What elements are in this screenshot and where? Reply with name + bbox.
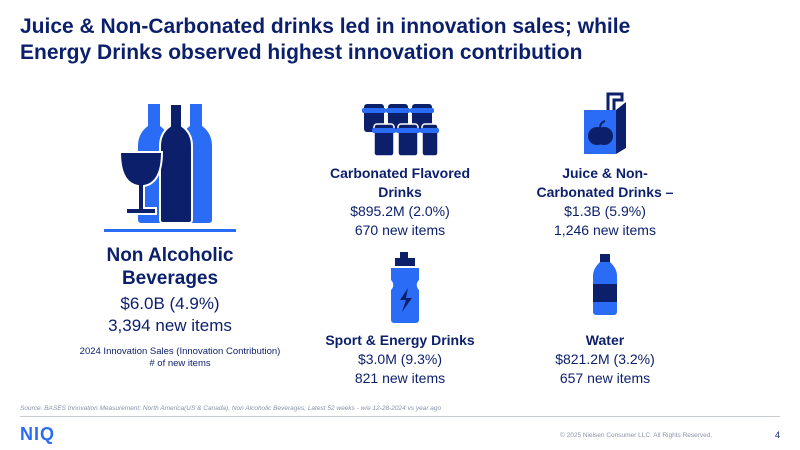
category-new-items: 657 new items [559, 370, 651, 386]
category-name-line-1: Carbonated Flavored [329, 165, 471, 181]
footer-divider [20, 416, 780, 417]
category-name-line-2: Drinks [378, 184, 422, 200]
legend: 2024 Innovation Sales (Innovation Contri… [60, 346, 300, 370]
category-water: Water $821.2M (3.2%) 657 new items [505, 331, 705, 388]
category-name: Water [585, 332, 625, 348]
title-line-1: Juice & Non-Carbonated drinks led in inn… [20, 15, 631, 38]
category-sales-value: $821.2M (3.2%) [555, 351, 655, 367]
slide-title: Juice & Non-Carbonated drinks led in inn… [20, 14, 780, 66]
category-new-items: 1,246 new items [554, 222, 656, 238]
juice-box-icon [584, 92, 626, 154]
main-divider [104, 229, 236, 232]
category-name-line-2: Carbonated Drinks – [536, 184, 674, 200]
water-bottle-icon [593, 254, 617, 315]
category-sales-value: $895.2M (2.0%) [350, 203, 450, 219]
page-number: 4 [775, 430, 781, 440]
main-category-name: Non Alcoholic Beverages [70, 244, 270, 290]
title-line-2: Energy Drinks observed highest innovatio… [20, 41, 583, 64]
main-name-line-2: Beverages [121, 268, 219, 289]
bottles-and-glass-icon [118, 103, 212, 224]
category-sales-value: $3.0M (9.3%) [357, 351, 443, 367]
category-new-items: 821 new items [354, 370, 446, 386]
main-name-line-1: Non Alcoholic [106, 245, 234, 266]
legend-line-2: # of new items [149, 358, 211, 369]
niq-logo: NIQ [20, 424, 56, 444]
cans-icon [362, 104, 439, 157]
category-sales-value: $1.3B (5.9%) [564, 203, 646, 219]
copyright-notice: © 2025 Nielsen Consumer LLC. All Rights … [560, 432, 713, 439]
category-juice-non-carbonated-drinks: Juice & Non- Carbonated Drinks – $1.3B (… [505, 164, 705, 240]
legend-line-1: 2024 Innovation Sales (Innovation Contri… [79, 346, 281, 357]
source-note: Source: BASES Innovation Measurement; No… [20, 405, 442, 412]
category-carbonated-flavored-drinks: Carbonated Flavored Drinks $895.2M (2.0%… [300, 164, 500, 240]
category-sport-energy-drinks: Sport & Energy Drinks $3.0M (9.3%) 821 n… [300, 331, 500, 388]
category-new-items: 670 new items [354, 222, 446, 238]
category-name: Sport & Energy Drinks [325, 332, 475, 348]
main-sales-value: $6.0B (4.9%) [120, 294, 220, 313]
sport-bottle-icon [391, 252, 419, 323]
main-new-items: 3,394 new items [108, 316, 232, 335]
category-name-line-1: Juice & Non- [562, 165, 648, 181]
